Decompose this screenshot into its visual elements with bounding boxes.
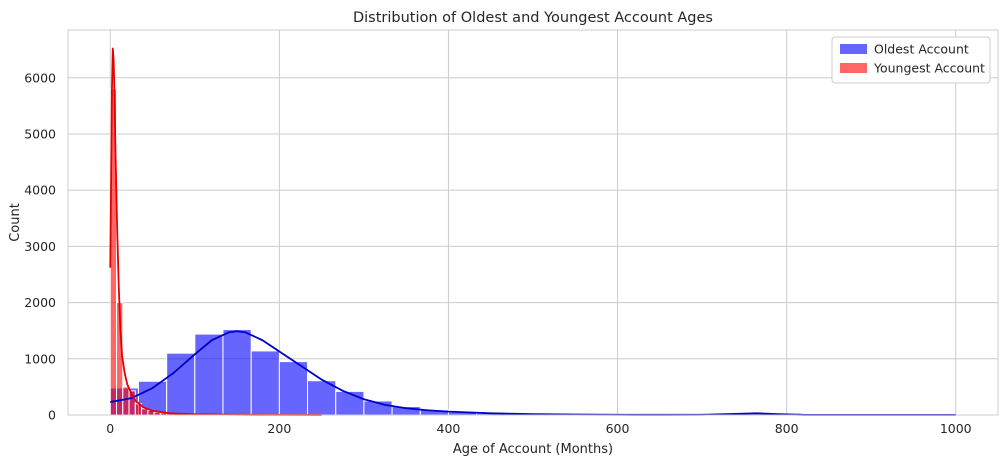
bar-oldest-account: [194, 333, 224, 416]
y-tick-label: 4000: [24, 183, 56, 198]
x-tick-label: 200: [267, 421, 291, 436]
legend-swatch-youngest-account: [840, 63, 867, 73]
bar-oldest-account: [166, 352, 196, 416]
x-tick-label: 0: [106, 421, 114, 436]
bar-oldest-account: [335, 390, 365, 416]
legend-box: [831, 36, 991, 84]
legend: Oldest Account Youngest Account: [831, 36, 991, 84]
y-tick-label: 5000: [24, 126, 56, 141]
y-tick-label: 6000: [24, 70, 56, 85]
legend-swatch-oldest-account: [840, 44, 867, 54]
x-tick-labels: 0 200 400 600 800 1000: [106, 421, 971, 436]
x-axis-label: Age of Account (Months): [453, 442, 613, 457]
chart-title: Distribution of Oldest and Youngest Acco…: [353, 10, 713, 26]
x-tick-label: 800: [775, 421, 799, 436]
bar-oldest-account: [278, 361, 309, 416]
y-tick-label: 2000: [24, 295, 56, 310]
bar-youngest-account: [122, 386, 130, 416]
y-axis-label: Count: [8, 203, 23, 242]
kde-line-youngest-account: [109, 47, 322, 416]
bar-oldest-account: [222, 329, 252, 416]
bar-oldest-account: [307, 380, 337, 416]
legend-label-youngest-account: Youngest Account: [873, 61, 985, 76]
x-tick-label: 600: [606, 421, 630, 436]
kde-line-oldest-account: [110, 330, 956, 416]
histogram-bars: [109, 88, 957, 416]
plot-frame: [67, 29, 999, 416]
bar-oldest-account: [250, 350, 280, 416]
y-tick-labels: 0 1000 2000 3000 4000 5000 6000: [24, 70, 56, 422]
x-tick-label: 1000: [940, 421, 972, 436]
y-tick-label: 1000: [24, 351, 56, 366]
x-tick-label: 400: [437, 421, 461, 436]
y-tick-label: 3000: [24, 239, 56, 254]
legend-label-oldest-account: Oldest Account: [874, 42, 969, 57]
bar-youngest-account: [141, 408, 149, 416]
y-tick-label: 0: [48, 408, 56, 423]
kde-curves: [109, 47, 956, 416]
